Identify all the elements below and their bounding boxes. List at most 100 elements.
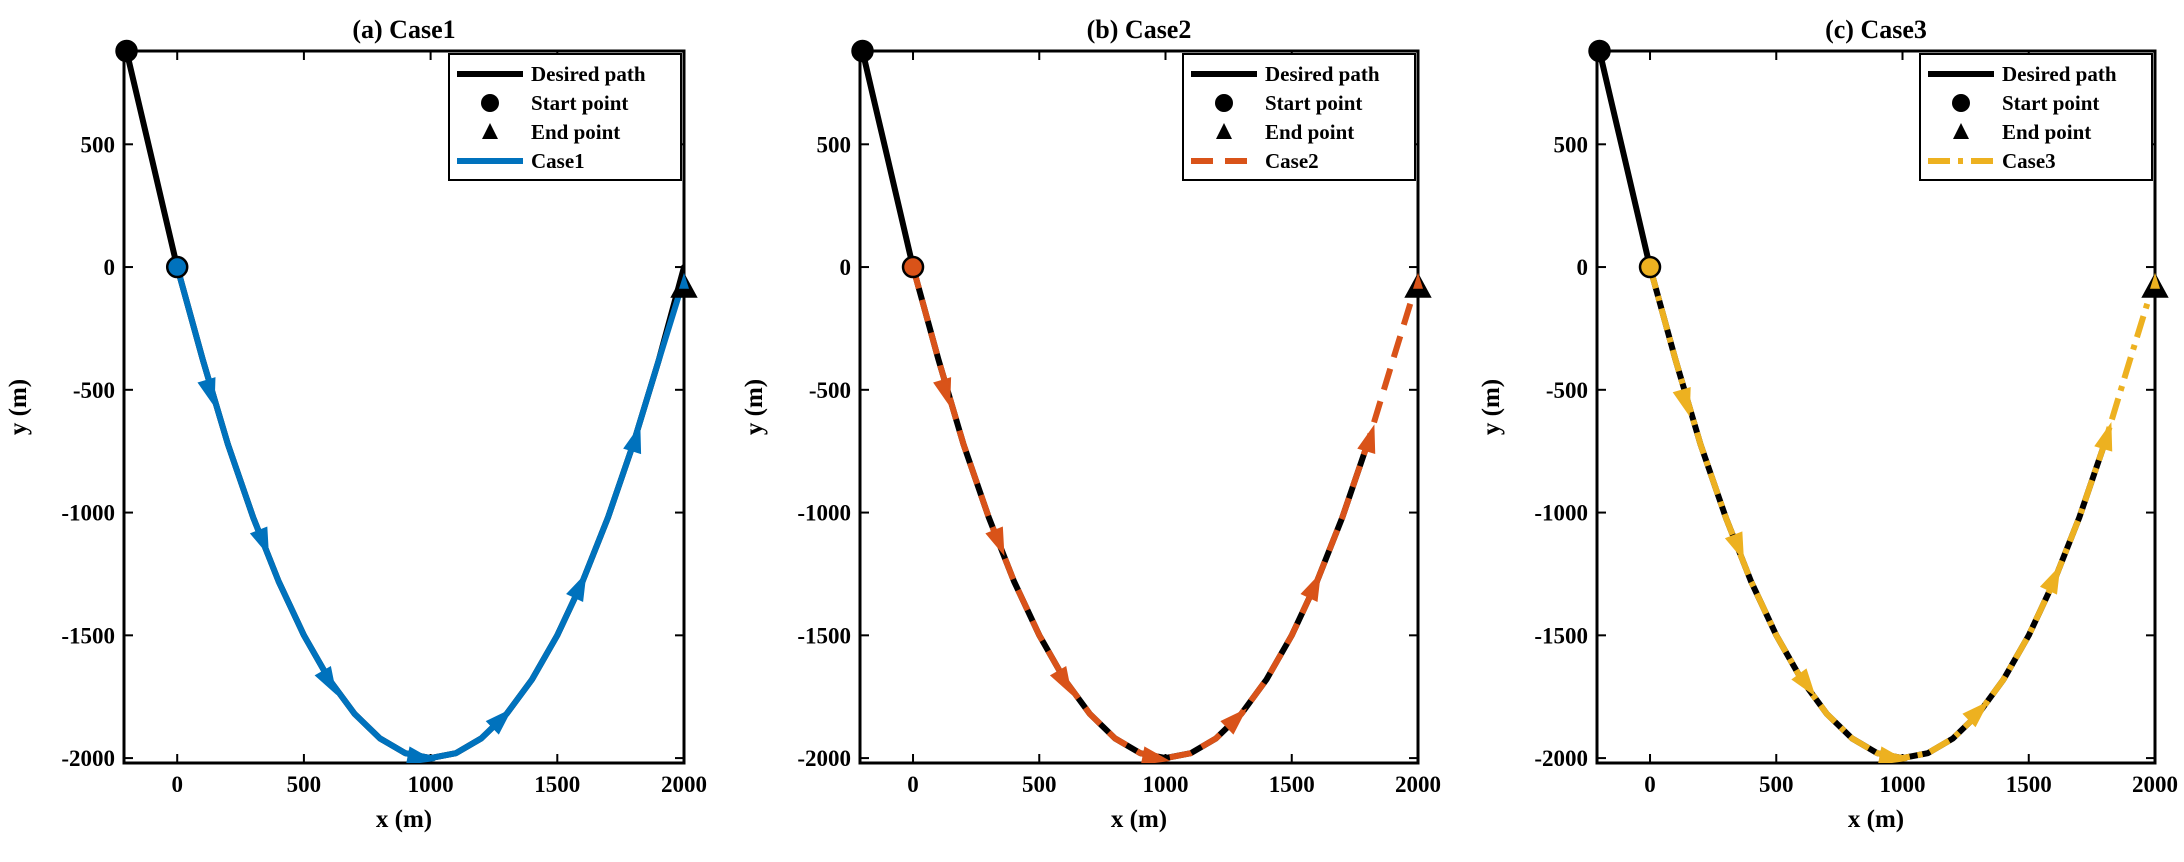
y-tick-label: -1000: [61, 501, 115, 526]
axes-box: [1595, 49, 2157, 765]
y-tick-label: -1500: [1534, 623, 1588, 648]
y-axis-label: y (m): [5, 379, 32, 435]
x-tick-label: 500: [287, 772, 322, 797]
direction-arrow: [314, 666, 337, 696]
plot-area: [1597, 51, 2155, 763]
chart-title: (a) Case1: [352, 15, 455, 44]
x-tick-label: 1000: [1143, 772, 1189, 797]
x-tick-label: 2000: [2132, 772, 2178, 797]
direction-arrow: [249, 526, 270, 557]
y-tick-label: -500: [73, 378, 115, 403]
direction-arrow: [985, 526, 1005, 557]
y-tick-label: -500: [809, 378, 851, 403]
direction-arrow: [485, 708, 513, 735]
axes-box: [122, 49, 686, 765]
y-axis-label: y (m): [1478, 379, 1505, 435]
y-tick-label: 0: [840, 255, 852, 280]
y-tick-label: 500: [1554, 132, 1589, 157]
direction-arrow: [1672, 386, 1691, 417]
start-point-marker: [165, 255, 189, 279]
x-axis-label: x (m): [1111, 806, 1167, 833]
direction-arrow: [566, 572, 587, 602]
y-tick-label: -1000: [797, 501, 851, 526]
legend-entry-case: Case2: [1265, 149, 1319, 173]
legend-entry-end-point: End point: [2002, 120, 2091, 144]
chart-title: (c) Case3: [1825, 15, 1927, 44]
direction-arrow: [2094, 421, 2113, 452]
x-tick-label: 0: [1644, 772, 1656, 797]
x-tick-label: 1500: [2006, 772, 2052, 797]
legend: Desired path Start point End point Case3: [1919, 53, 2153, 181]
case-series-line: [1647, 266, 2155, 762]
plot-area: [860, 51, 1418, 763]
start-point-marker: [851, 39, 874, 63]
x-tick-label: 1000: [1880, 772, 1926, 797]
legend-start-point-swatch: [481, 94, 499, 112]
axes-box: [858, 49, 1420, 765]
case-end-arrow: [679, 272, 689, 289]
x-tick-label: 0: [907, 772, 919, 797]
x-axis-label: x (m): [376, 806, 432, 833]
x-tick-label: 1500: [534, 772, 580, 797]
y-tick-label: 0: [1577, 255, 1589, 280]
start-point-marker: [115, 39, 138, 63]
legend-entry-desired-path: Desired path: [2002, 62, 2117, 86]
y-axis-label: y (m): [741, 379, 768, 435]
direction-arrow: [1962, 700, 1990, 728]
chart-panel-2: (b) Case2 0 500 1000 1500 2000 -2000 -1500 -1000…: [741, 15, 1441, 833]
x-tick-label: 500: [1022, 772, 1057, 797]
chart-panel-1: (a) Case1 0 500 1000 1500 2000 -2000 -1500 -1000…: [5, 15, 707, 833]
case-end-arrow: [1413, 272, 1423, 289]
direction-arrow: [933, 377, 952, 407]
x-axis-label: x (m): [1848, 806, 1904, 833]
legend-entry-case: Case1: [531, 149, 585, 173]
direction-arrow: [1049, 666, 1073, 696]
y-tick-label: -1500: [61, 623, 115, 648]
x-tick-label: 2000: [1395, 772, 1441, 797]
start-point-marker: [901, 255, 925, 279]
chart-panel-3: (c) Case3 0 500 1000 1500 2000 -2000 -1500 -1000…: [1478, 15, 2178, 833]
legend-entry-end-point: End point: [531, 120, 620, 144]
x-tick-label: 0: [171, 772, 183, 797]
start-point-marker: [1638, 255, 1662, 279]
y-tick-label: -1000: [1534, 501, 1588, 526]
legend-entry-start-point: Start point: [531, 91, 628, 115]
legend-entry-case: Case3: [2002, 149, 2056, 173]
direction-arrow: [623, 424, 642, 455]
direction-arrow: [1791, 668, 1816, 697]
direction-arrow: [1220, 708, 1248, 735]
case-end-arrow: [2150, 272, 2160, 289]
case-series-line: [910, 266, 1418, 762]
legend-end-point-swatch: [1953, 123, 1969, 139]
legend-entry-start-point: Start point: [1265, 91, 1362, 115]
legend-end-point-swatch: [1216, 123, 1232, 139]
direction-arrow: [1877, 746, 1908, 763]
direction-arrow: [197, 377, 216, 407]
legend-entry-end-point: End point: [1265, 120, 1354, 144]
legend: Desired path Start point End point Case2: [1182, 53, 1416, 181]
start-point-marker: [1588, 39, 1611, 63]
y-tick-label: 500: [817, 132, 852, 157]
legend-entry-start-point: Start point: [2002, 91, 2099, 115]
direction-arrow: [2039, 565, 2061, 595]
legend: Desired path Start point End point Case1: [448, 53, 682, 181]
x-tick-label: 1000: [408, 772, 454, 797]
x-tick-label: 500: [1759, 772, 1794, 797]
y-tick-label: -1500: [797, 623, 851, 648]
y-tick-label: -2000: [61, 746, 115, 771]
case-series-line: [174, 266, 684, 762]
direction-arrow: [1724, 531, 1744, 561]
x-tick-label: 2000: [661, 772, 707, 797]
direction-arrow: [1357, 424, 1376, 455]
x-tick-label: 1500: [1269, 772, 1315, 797]
y-tick-label: -500: [1546, 378, 1588, 403]
direction-arrow: [1300, 572, 1321, 602]
y-tick-label: 500: [81, 132, 116, 157]
direction-arrow: [405, 746, 436, 763]
legend-start-point-swatch: [1952, 94, 1970, 112]
y-tick-label: -2000: [1534, 746, 1588, 771]
legend-entry-desired-path: Desired path: [531, 62, 646, 86]
legend-start-point-swatch: [1215, 94, 1233, 112]
chart-title: (b) Case2: [1087, 15, 1192, 44]
